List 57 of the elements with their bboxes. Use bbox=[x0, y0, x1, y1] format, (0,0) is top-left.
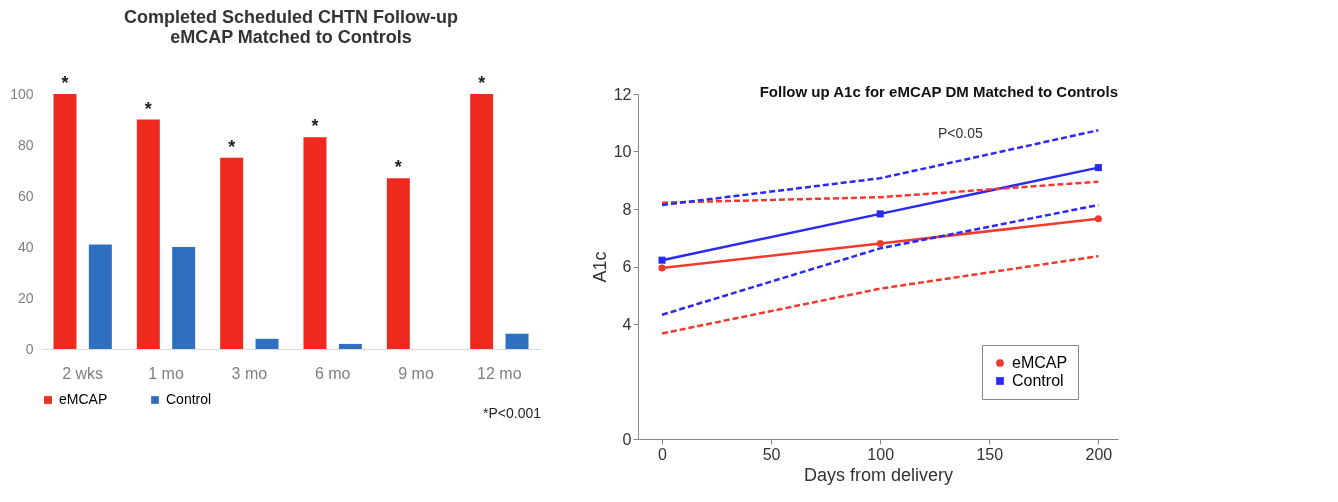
text: * bbox=[61, 73, 69, 93]
bar bbox=[386, 178, 410, 349]
y-tick-label: 12 bbox=[613, 85, 632, 103]
bar bbox=[88, 244, 112, 349]
point bbox=[658, 256, 666, 264]
x-tick-label: 200 bbox=[1085, 445, 1113, 463]
legend-label: Control bbox=[166, 391, 212, 407]
bar bbox=[172, 247, 196, 349]
y-tick-label: 60 bbox=[17, 187, 34, 204]
point bbox=[658, 264, 666, 272]
bar bbox=[220, 157, 244, 349]
x-tick-label: 12 mo bbox=[477, 364, 522, 382]
bar bbox=[338, 343, 362, 349]
y-tick-label: 40 bbox=[17, 238, 34, 255]
x-axis-title: Days from delivery bbox=[803, 464, 954, 485]
y-tick-label: 0 bbox=[25, 340, 34, 357]
annotation: * bbox=[228, 136, 236, 157]
x-tick-label: 2 wks bbox=[62, 364, 104, 382]
x-tick-label: 100 bbox=[867, 445, 895, 463]
text: * bbox=[478, 73, 486, 93]
y-tick-label: 6 bbox=[622, 258, 632, 275]
point bbox=[1094, 215, 1102, 223]
bar bbox=[53, 94, 77, 349]
bar bbox=[136, 119, 160, 349]
annotation: * bbox=[394, 157, 402, 178]
x-tick-label: 6 mo bbox=[314, 364, 351, 382]
chart-title: Follow up A1c for eMCAP DM Matched to Controls bbox=[759, 83, 1118, 100]
point bbox=[1094, 164, 1102, 172]
y-tick-label: 8 bbox=[622, 200, 632, 218]
annotation: P<0.05 bbox=[938, 125, 983, 141]
bar bbox=[505, 333, 529, 349]
text: *P<0.001 bbox=[483, 405, 542, 421]
y-tick-label: 0 bbox=[622, 430, 632, 448]
x-tick-label: 9 mo bbox=[398, 364, 434, 382]
x-tick-label: 0 bbox=[658, 445, 668, 463]
y-tick-label: 10 bbox=[613, 143, 632, 160]
y-tick-label: 80 bbox=[17, 136, 34, 153]
point bbox=[876, 239, 884, 248]
x-tick-label: 3 mo bbox=[231, 364, 268, 382]
y-axis-title: A1c bbox=[589, 251, 610, 283]
annotation: * bbox=[311, 116, 319, 137]
bar bbox=[470, 94, 494, 349]
y-tick-label: 4 bbox=[622, 315, 632, 333]
y-tick-label: 100 bbox=[10, 85, 34, 102]
y-tick-label: 20 bbox=[17, 289, 34, 306]
x-tick-label: 1 mo bbox=[148, 364, 184, 382]
legend-label: eMCAP bbox=[1012, 354, 1068, 371]
bar bbox=[303, 137, 327, 349]
legend-label: eMCAP bbox=[59, 391, 108, 407]
bar bbox=[255, 338, 279, 349]
annotation: * bbox=[144, 98, 152, 119]
text: eMCAP Matched to Controls bbox=[170, 27, 412, 47]
point bbox=[876, 210, 884, 218]
x-tick-label: 50 bbox=[762, 445, 781, 463]
text: Completed Scheduled CHTN Follow-up bbox=[124, 7, 458, 27]
x-tick-label: 150 bbox=[976, 445, 1004, 463]
legend-label: Control bbox=[1012, 372, 1064, 389]
